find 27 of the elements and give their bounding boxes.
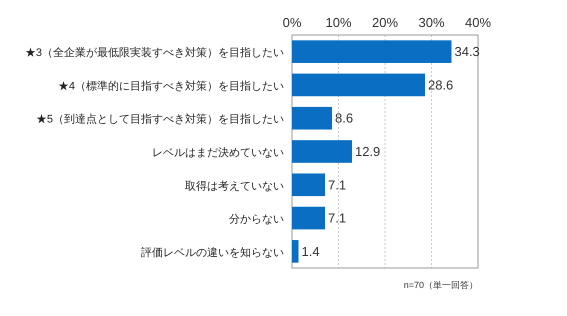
bar (292, 140, 352, 163)
data-label: 1.4 (302, 244, 320, 259)
x-tick-label: 0% (282, 15, 302, 30)
x-tick-label: 40% (464, 15, 492, 30)
y-tick-label: ★5（到達点として目指すべき対策）を目指したい (36, 112, 284, 126)
x-tick-label: 30% (418, 15, 445, 30)
bar (292, 206, 326, 230)
data-label: 7.1 (328, 177, 346, 192)
y-tick-label: ★4（標準的に目指すべき対策）を目指したい (58, 79, 284, 92)
data-label: 7.1 (328, 210, 346, 226)
data-label: 28.6 (428, 77, 454, 92)
bar (292, 240, 299, 263)
y-tick-label: レベルはまだ決めていない (152, 146, 284, 159)
y-tick-label: ★3（全企業が最低限実装すべき対策）を目指したい (24, 46, 284, 60)
data-label: 34.3 (454, 44, 480, 60)
text: n=70（単一回答） (404, 280, 478, 290)
y-tick-label: 取得は考えていない (185, 179, 284, 192)
y-tick-label: 評価レベルの違いを知らない (141, 246, 284, 259)
y-tick-label: 分からない (229, 214, 284, 226)
bar (292, 74, 425, 96)
bar (292, 106, 332, 130)
data-label: 8.6 (334, 110, 354, 126)
data-label: 12.9 (354, 144, 380, 159)
bar (292, 40, 452, 63)
x-tick-label: 20% (372, 15, 398, 30)
bar (292, 173, 326, 196)
x-tick-label: 10% (325, 15, 352, 30)
